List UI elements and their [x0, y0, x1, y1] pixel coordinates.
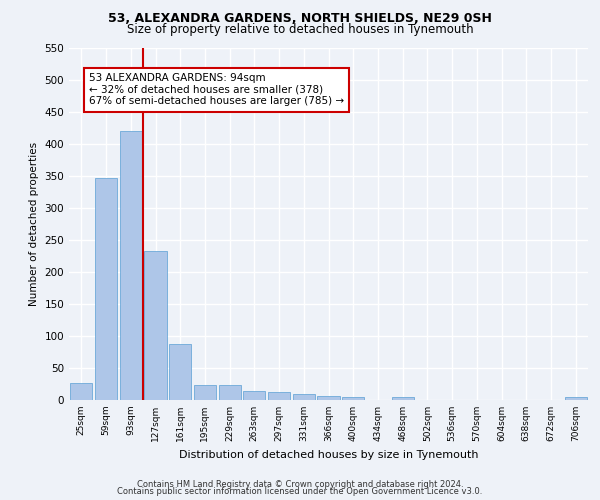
Text: Contains public sector information licensed under the Open Government Licence v3: Contains public sector information licen…	[118, 488, 482, 496]
Text: 53, ALEXANDRA GARDENS, NORTH SHIELDS, NE29 0SH: 53, ALEXANDRA GARDENS, NORTH SHIELDS, NE…	[108, 12, 492, 26]
Bar	[392, 398, 414, 400]
Bar	[70, 382, 92, 400]
Y-axis label: Number of detached properties: Number of detached properties	[29, 142, 39, 306]
Text: 53 ALEXANDRA GARDENS: 94sqm
← 32% of detached houses are smaller (378)
67% of se: 53 ALEXANDRA GARDENS: 94sqm ← 32% of det…	[89, 73, 344, 106]
Bar	[119, 131, 142, 400]
Bar	[95, 178, 117, 400]
Bar	[268, 392, 290, 400]
X-axis label: Distribution of detached houses by size in Tynemouth: Distribution of detached houses by size …	[179, 450, 478, 460]
Bar	[293, 394, 315, 400]
Text: Contains HM Land Registry data © Crown copyright and database right 2024.: Contains HM Land Registry data © Crown c…	[137, 480, 463, 489]
Bar	[169, 344, 191, 400]
Bar	[194, 384, 216, 400]
Bar	[565, 397, 587, 400]
Bar	[317, 396, 340, 400]
Text: Size of property relative to detached houses in Tynemouth: Size of property relative to detached ho…	[127, 22, 473, 36]
Bar	[218, 386, 241, 400]
Bar	[243, 391, 265, 400]
Bar	[342, 397, 364, 400]
Bar	[145, 250, 167, 400]
